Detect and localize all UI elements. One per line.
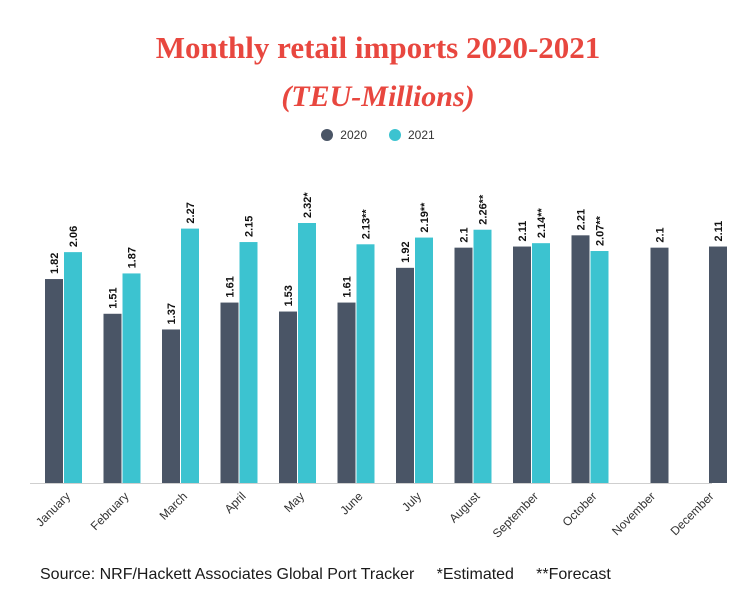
x-tick-label-april: April <box>222 489 249 516</box>
data-label-2020-april: 1.61 <box>225 276 237 297</box>
data-label-2020-november: 2.1 <box>655 227 667 242</box>
bar-2021-april <box>239 242 258 483</box>
x-tick-label-february: February <box>88 489 132 533</box>
data-label-2021-may: 2.32* <box>302 192 314 218</box>
data-label-2021-july: 2.19** <box>419 202 431 233</box>
bar-2021-january <box>64 252 82 483</box>
x-tick-label-may: May <box>281 489 307 515</box>
bar-2020-february <box>103 313 122 483</box>
bar-2020-december <box>709 246 727 483</box>
data-label-2020-january: 1.82 <box>49 253 61 274</box>
bar-2020-june <box>337 302 356 483</box>
data-label-2020-october: 2.21 <box>576 209 588 230</box>
data-label-2021-october: 2.07** <box>595 215 607 246</box>
x-tick-label-june: June <box>337 489 366 518</box>
x-tick-label-october: October <box>560 489 600 529</box>
legend-label-2021: 2021 <box>408 128 435 142</box>
legend-label-2020: 2020 <box>340 128 367 142</box>
bar-2021-march <box>181 228 199 483</box>
bar-2021-october <box>590 251 609 483</box>
data-label-2020-june: 1.61 <box>342 276 354 297</box>
data-label-2021-march: 2.27 <box>185 202 197 223</box>
legend-swatch-2021 <box>389 129 401 141</box>
data-label-2021-april: 2.15 <box>244 216 256 237</box>
bar-2020-january <box>45 279 63 483</box>
x-tick-label-march: March <box>157 489 190 522</box>
data-label-2021-august: 2.26** <box>478 194 490 225</box>
data-label-2020-september: 2.11 <box>517 221 529 242</box>
x-tick-label-december: December <box>668 489 717 538</box>
data-label-2021-february: 1.87 <box>127 247 139 268</box>
bar-2021-june <box>356 244 375 483</box>
data-label-2020-july: 1.92 <box>400 241 412 262</box>
bar-2021-september <box>532 243 550 483</box>
legend-swatch-2020 <box>321 129 334 141</box>
bar-2021-february <box>122 273 141 483</box>
data-label-2021-january: 2.06 <box>68 226 80 247</box>
bar-2020-november <box>650 247 669 483</box>
bar-2020-march <box>162 329 180 483</box>
bar-2021-may <box>298 223 316 483</box>
data-label-2021-september: 2.14** <box>536 207 548 238</box>
chart-title: Monthly retail imports 2020-2021 <box>155 30 601 65</box>
x-tick-label-august: August <box>446 489 483 526</box>
bar-2020-october <box>571 235 590 483</box>
x-tick-label-november: November <box>609 489 658 538</box>
chart-subtitle: (TEU-Millions) <box>281 80 475 113</box>
legend-item-2021: 2021 <box>389 128 435 142</box>
bar-2021-august <box>473 229 492 483</box>
data-label-2021-june: 2.13** <box>361 209 373 240</box>
bar-2020-april <box>220 302 239 483</box>
data-label-2020-december: 2.11 <box>713 221 725 242</box>
bar-2020-july <box>396 267 414 483</box>
source-note: Source: NRF/Hackett Associates Global Po… <box>40 566 611 583</box>
bar-2020-may <box>279 311 297 483</box>
x-tick-label-january: January <box>33 489 73 529</box>
bar-2020-august <box>454 247 473 483</box>
x-tick-label-september: September <box>490 489 541 540</box>
x-tick-label-july: July <box>399 489 424 514</box>
data-label-2020-august: 2.1 <box>459 227 471 242</box>
data-label-2020-march: 1.37 <box>166 303 178 324</box>
data-label-2020-may: 1.53 <box>283 285 295 306</box>
bar-2020-september <box>513 246 531 483</box>
bar-2021-july <box>415 237 433 483</box>
legend-item-2020: 2020 <box>321 128 367 142</box>
legend: 2020 2021 <box>0 128 756 142</box>
data-label-2020-february: 1.51 <box>108 287 120 308</box>
